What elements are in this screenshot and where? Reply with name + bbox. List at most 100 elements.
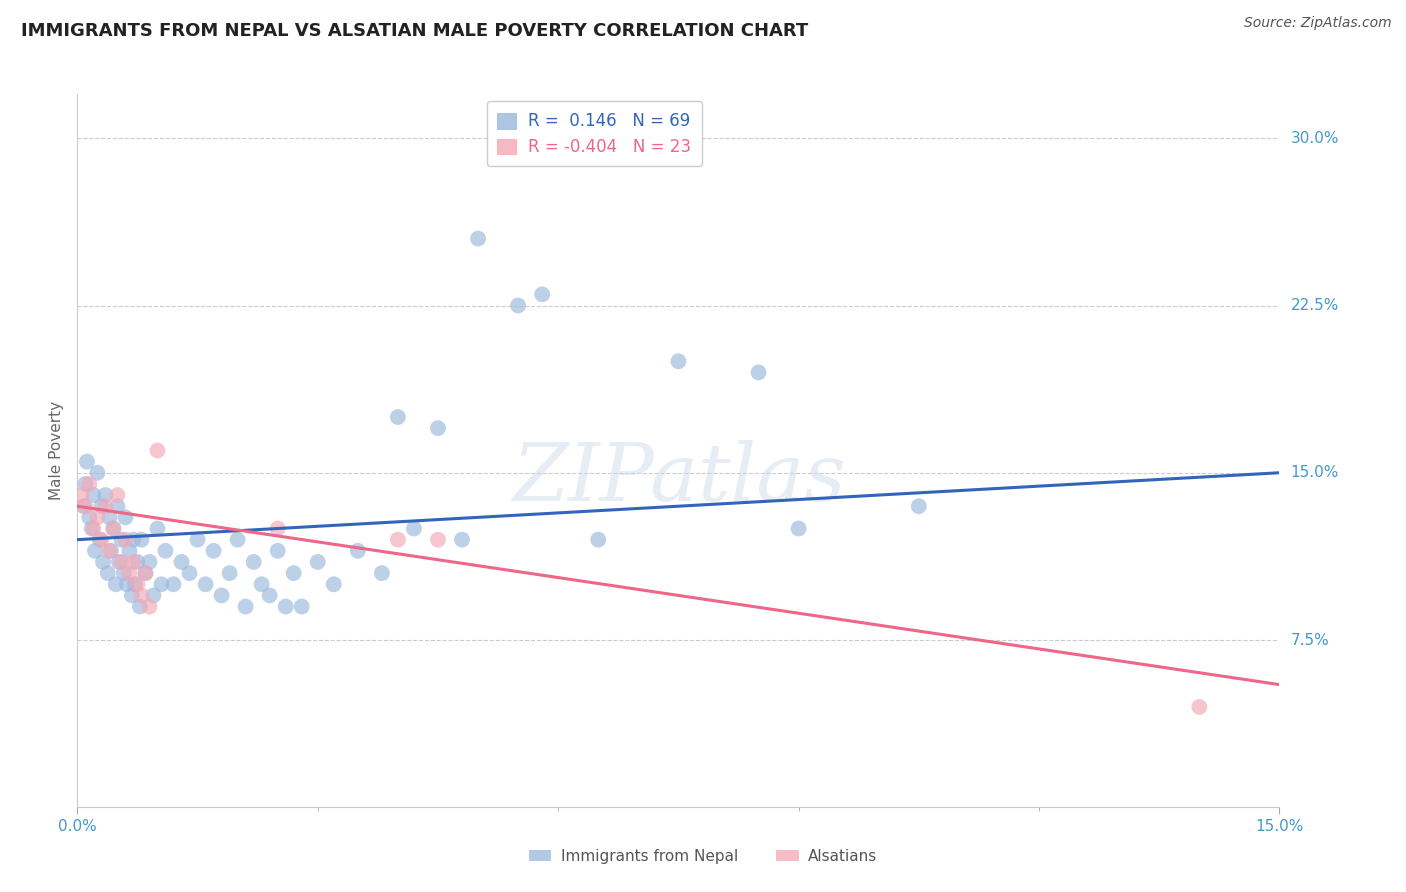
Point: [142, 589, 165, 603]
Point: [94, 500, 117, 514]
Point: [131, 589, 153, 603]
Point: [107, 488, 129, 502]
Point: [531, 287, 554, 301]
Point: [162, 577, 184, 591]
Point: [115, 577, 138, 591]
Point: [211, 589, 233, 603]
Point: [70, 488, 93, 502]
Point: [908, 500, 931, 514]
Point: [508, 298, 530, 313]
Point: [73, 500, 96, 514]
Point: [186, 533, 209, 547]
Point: [110, 533, 132, 547]
Point: [82, 521, 104, 535]
Point: [76, 454, 98, 469]
Point: [131, 533, 153, 547]
Point: [98, 543, 121, 558]
Text: ZIPatlas: ZIPatlas: [512, 441, 845, 517]
Point: [250, 577, 273, 591]
Point: [170, 555, 193, 569]
Point: [114, 510, 136, 524]
Point: [79, 476, 101, 491]
Point: [218, 566, 240, 581]
Point: [291, 599, 314, 614]
Point: [235, 599, 257, 614]
Point: [107, 500, 129, 514]
Point: [97, 566, 120, 581]
Point: [134, 566, 156, 581]
Point: [748, 366, 770, 380]
Point: [668, 354, 690, 368]
Point: [138, 599, 160, 614]
Text: 7.5%: 7.5%: [1291, 632, 1329, 648]
Point: [283, 566, 305, 581]
Point: [267, 521, 290, 535]
Point: [138, 555, 160, 569]
Point: [402, 521, 425, 535]
Point: [89, 533, 111, 547]
Point: [122, 533, 145, 547]
Point: [146, 521, 169, 535]
Point: [86, 466, 108, 480]
Point: [121, 589, 143, 603]
Point: [84, 543, 107, 558]
Point: [451, 533, 474, 547]
Point: [387, 410, 409, 425]
Point: [110, 555, 132, 569]
Legend: Immigrants from Nepal, Alsatians: Immigrants from Nepal, Alsatians: [523, 843, 883, 870]
Text: Source: ZipAtlas.com: Source: ZipAtlas.com: [1244, 16, 1392, 30]
Point: [94, 488, 117, 502]
Point: [346, 543, 368, 558]
Point: [127, 555, 149, 569]
Point: [242, 555, 264, 569]
Legend: R =  0.146   N = 69, R = -0.404   N = 23: R = 0.146 N = 69, R = -0.404 N = 23: [486, 102, 702, 166]
Point: [118, 543, 141, 558]
Point: [98, 510, 121, 524]
Point: [259, 589, 281, 603]
Point: [146, 443, 169, 458]
Text: 30.0%: 30.0%: [1291, 131, 1339, 145]
Point: [371, 566, 394, 581]
Point: [100, 543, 122, 558]
Point: [86, 510, 108, 524]
Point: [179, 566, 201, 581]
Point: [124, 577, 146, 591]
Point: [274, 599, 297, 614]
Point: [75, 500, 97, 514]
Point: [118, 566, 141, 581]
Point: [127, 577, 149, 591]
Point: [155, 543, 177, 558]
Point: [122, 555, 145, 569]
Point: [467, 232, 489, 246]
Point: [202, 543, 225, 558]
Point: [427, 533, 450, 547]
Point: [75, 476, 97, 491]
Point: [91, 555, 114, 569]
Point: [79, 510, 101, 524]
Text: 22.5%: 22.5%: [1291, 298, 1339, 313]
Point: [114, 533, 136, 547]
Text: IMMIGRANTS FROM NEPAL VS ALSATIAN MALE POVERTY CORRELATION CHART: IMMIGRANTS FROM NEPAL VS ALSATIAN MALE P…: [21, 22, 808, 40]
Text: 15.0%: 15.0%: [1291, 466, 1339, 480]
Point: [90, 500, 112, 514]
Point: [128, 599, 150, 614]
Point: [307, 555, 329, 569]
Point: [103, 521, 125, 535]
Point: [1188, 699, 1211, 714]
Point: [387, 533, 409, 547]
Point: [112, 566, 135, 581]
Point: [82, 488, 104, 502]
Point: [80, 521, 103, 535]
Point: [787, 521, 810, 535]
Point: [108, 555, 131, 569]
Point: [103, 521, 125, 535]
Point: [588, 533, 610, 547]
Point: [134, 566, 156, 581]
Point: [427, 421, 450, 435]
Point: [322, 577, 344, 591]
Point: [150, 577, 173, 591]
Point: [90, 533, 112, 547]
Point: [104, 577, 127, 591]
Point: [226, 533, 249, 547]
Y-axis label: Male Poverty: Male Poverty: [49, 401, 65, 500]
